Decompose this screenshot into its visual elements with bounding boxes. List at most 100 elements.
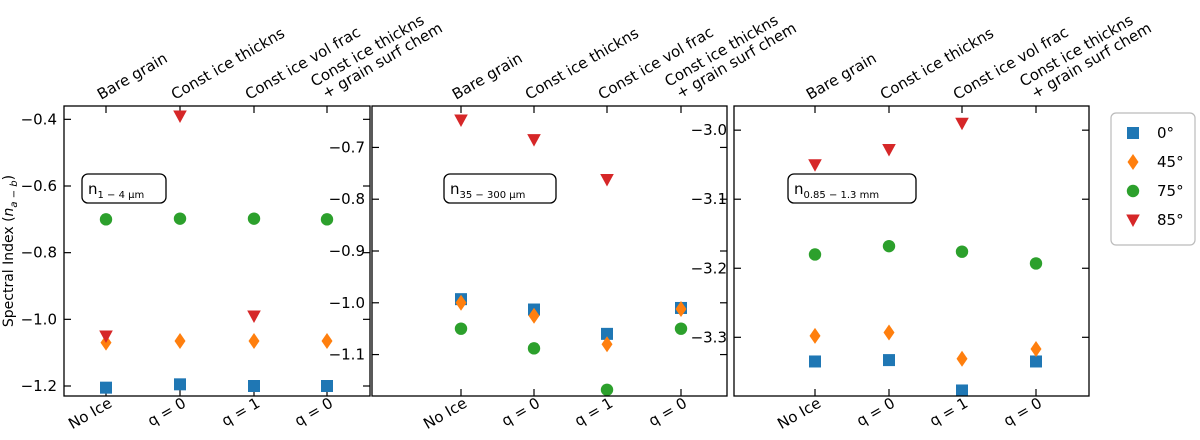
x-category-label: q = 0: [291, 394, 336, 430]
legend-label: 85°: [1157, 211, 1184, 229]
axes-frame: [63, 105, 371, 397]
y-tick-label: −1.0: [21, 310, 57, 328]
marker-75deg: [955, 245, 969, 258]
legend-marker: [1127, 154, 1139, 170]
y-tick-label: −3.0: [691, 121, 727, 139]
panel-2: −1.1 −1.0 −0.9 −0.8 −0.7 No Ice q = 0 q = 1 q = …: [329, 11, 800, 433]
marker-0deg: [100, 381, 112, 394]
legend-marker: [1126, 214, 1140, 227]
y-tick-label: −0.8: [329, 190, 365, 208]
marker-0deg: [1030, 355, 1042, 368]
annotation-box: [787, 173, 917, 204]
marker-85deg: [173, 110, 187, 123]
y-label-text: Spectral Index (: [1, 216, 17, 327]
annotation-box: [443, 173, 557, 204]
marker-85deg: [247, 310, 261, 323]
y-tick-label: −0.8: [21, 244, 57, 262]
legend-label: 45°: [1157, 153, 1184, 171]
marker-45deg: [321, 333, 333, 349]
marker-75deg: [882, 239, 896, 253]
x-category-label: q = 0: [498, 394, 543, 430]
marker-0deg: [174, 378, 186, 391]
marker-85deg: [454, 114, 468, 127]
marker-45deg: [883, 324, 895, 341]
marker-45deg: [1030, 341, 1042, 358]
annotation-sub: 0.85 − 1.3 mm: [804, 190, 880, 201]
legend: 0° 45° 75° 85°: [1110, 112, 1196, 246]
marker-75deg: [808, 248, 822, 261]
panel-1: −1.2 −1.0 −0.8 −0.6 −0.4 No Ice q = 0 q = 1 q = …: [21, 11, 446, 433]
marker-85deg: [99, 330, 113, 343]
marker-85deg: [600, 174, 614, 187]
axes-frame: [733, 105, 1090, 397]
x-category-label: q = 1: [218, 394, 263, 430]
annotation-main: n: [88, 180, 98, 198]
y-tick-label: −3.1: [691, 190, 727, 208]
annotation-sub: 1 − 4 μm: [98, 190, 145, 201]
x-category-label: q = 1: [571, 394, 616, 430]
marker-75deg: [674, 322, 688, 335]
y-tick-label: −3.2: [691, 259, 727, 277]
marker-45deg: [809, 327, 821, 344]
y-tick-label: −0.6: [21, 177, 57, 195]
x-category-label: q = 0: [144, 394, 189, 430]
marker-85deg: [955, 117, 969, 131]
legend-marker: [1127, 127, 1139, 139]
x-category-label: No Ice: [420, 394, 470, 433]
y-label-var: n: [1, 208, 17, 217]
marker-0deg: [248, 380, 260, 392]
marker-45deg: [528, 307, 540, 324]
annotation-main: n: [794, 180, 804, 198]
top-category-label: Bare grain: [803, 49, 879, 104]
y-tick-label: −1.0: [329, 294, 365, 312]
marker-45deg: [956, 350, 968, 367]
x-category-label: No Ice: [65, 394, 115, 433]
marker-45deg: [455, 294, 467, 311]
marker-0deg: [601, 327, 613, 340]
y-label-sub: a − b: [9, 180, 20, 207]
marker-45deg: [601, 336, 613, 353]
top-category-label: Bare grain: [449, 49, 525, 104]
y-tick-label: −3.3: [691, 328, 727, 346]
y-tick-label: −1.1: [329, 346, 365, 364]
y-label-end: ): [1, 175, 17, 180]
marker-75deg: [320, 213, 334, 226]
annotation-box: [81, 173, 167, 204]
panel-3: −3.3 −3.2 −3.1 −3.0 No Ice q = 0 q = 1 q = 0 Bar…: [691, 11, 1155, 433]
marker-85deg: [808, 159, 822, 172]
annotation-label: n0.85 − 1.3 mm: [794, 180, 879, 201]
legend-label: 0°: [1157, 124, 1174, 142]
marker-75deg: [173, 212, 187, 225]
x-category-label: q = 0: [853, 394, 898, 430]
marker-75deg: [454, 322, 468, 335]
marker-0deg: [956, 384, 968, 397]
y-axis-label: Spectral Index (na − b): [1, 175, 20, 327]
top-category-label: Bare grain: [94, 49, 170, 104]
legend-label: 75°: [1157, 182, 1184, 200]
axes-frame: [371, 105, 728, 397]
marker-75deg: [99, 213, 113, 226]
marker-45deg: [248, 333, 260, 349]
x-category-label: q = 0: [645, 394, 690, 430]
legend-marker: [1126, 184, 1140, 198]
y-tick-label: −0.9: [329, 242, 365, 260]
marker-75deg: [527, 342, 541, 355]
y-tick-label: −1.2: [21, 377, 57, 395]
marker-45deg: [174, 333, 186, 349]
marker-85deg: [527, 134, 541, 147]
x-category-label: q = 1: [926, 394, 971, 430]
annotation-label: n1 − 4 μm: [88, 180, 144, 201]
marker-0deg: [809, 355, 821, 368]
marker-75deg: [247, 212, 261, 225]
x-category-label: q = 0: [1000, 394, 1045, 430]
annotation-label: n35 − 300 μm: [450, 180, 525, 201]
marker-0deg: [883, 354, 895, 367]
marker-85deg: [882, 144, 896, 157]
marker-0deg: [321, 380, 333, 392]
marker-75deg: [600, 383, 614, 396]
marker-45deg: [675, 301, 687, 317]
annotation-main: n: [450, 180, 460, 198]
y-tick-label: −0.4: [21, 110, 57, 128]
legend-frame: [1110, 112, 1196, 246]
x-category-label: No Ice: [774, 394, 824, 433]
